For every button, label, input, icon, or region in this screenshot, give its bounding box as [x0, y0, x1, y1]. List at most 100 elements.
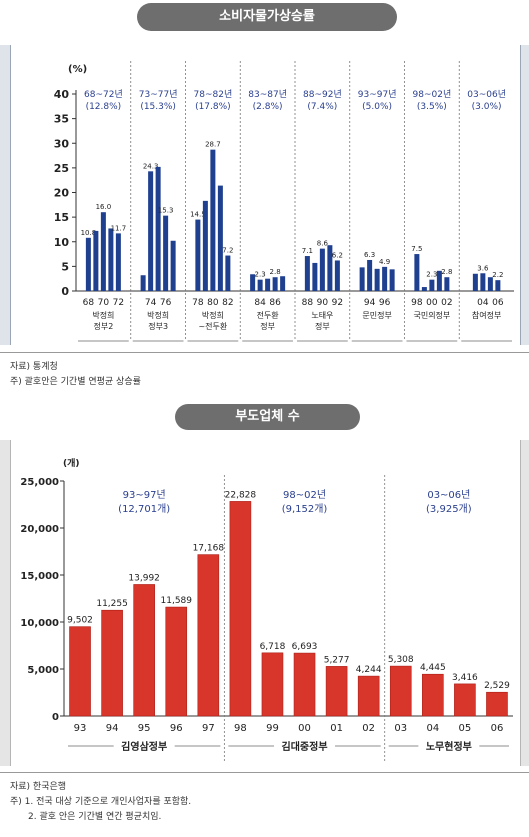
chart1-period-average: (12.8%)	[86, 102, 122, 112]
chart2-data-label: 4,445	[420, 663, 446, 673]
chart2-data-label: 6,693	[292, 642, 318, 652]
chart1-bar	[389, 269, 395, 291]
chart1-period-range: 83~87년	[248, 89, 287, 100]
chart2-xtick-label: 02	[362, 723, 375, 734]
chart1-data-label: 8.6	[317, 240, 329, 248]
chart1-data-label: 2.8	[441, 268, 452, 276]
chart2-period-average: (9,152개)	[282, 503, 328, 515]
chart2-data-label: 13,992	[128, 573, 160, 583]
chart1-note: 주) 괄호안은 기간별 연평균 상승률	[10, 377, 141, 387]
chart1-regime-label: 노태우	[311, 311, 333, 320]
chart1-bar	[163, 215, 169, 291]
chart1-bar	[225, 255, 231, 291]
chart1-data-label: 2.3	[255, 271, 266, 279]
chart2-ytick-label: 15,000	[20, 571, 59, 582]
chart1-period-range: 68~72년	[84, 89, 123, 100]
chart1-period-range: 78~82년	[194, 89, 233, 100]
chart1-notes-divider	[0, 352, 529, 353]
chart2-notes-divider	[0, 772, 529, 773]
chart2-regime-label: 노무현정부	[426, 740, 472, 753]
chart1-bar	[429, 279, 435, 291]
chart1-bar	[280, 276, 286, 291]
chart1-regime-label: 정부	[315, 321, 330, 331]
chart1-bar	[312, 262, 318, 291]
chart1-bar	[382, 266, 388, 291]
chart2-bar	[133, 584, 155, 717]
chart1-data-label: 7.2	[222, 247, 233, 255]
chart1-bar	[155, 166, 161, 291]
chart1-data-label: 7.1	[302, 247, 313, 255]
chart2-period-average: (12,701개)	[118, 503, 170, 515]
chart2-data-label: 5,277	[324, 655, 350, 665]
chart2-period-range: 03~06년	[427, 489, 470, 501]
chart2-regime-label: 김영삼정부	[121, 740, 167, 753]
chart1-data-label: 6.3	[364, 251, 375, 259]
chart1-bar	[436, 270, 442, 291]
chart1-ytick-label: 10	[54, 236, 70, 249]
chart1-bar	[265, 278, 271, 291]
chart1-panel: (%) 0 5 10 15 20 25 30 35 40 68~72년 (12.8%) 10.8 16.0…	[0, 45, 529, 345]
chart1-regime-label: 정부	[260, 321, 275, 331]
chart2-data-label: 4,244	[356, 665, 382, 675]
chart1-data-label: 11.7	[111, 224, 127, 232]
chart2-data-label: 9,502	[67, 616, 93, 626]
chart2-ytick-label: 0	[52, 712, 59, 723]
chart2-xtick-label: 03	[394, 723, 407, 734]
chart1-period-average: (7.4%)	[307, 102, 337, 112]
chart1-xtick-label: 72	[113, 298, 124, 308]
chart1-data-label: 4.9	[379, 258, 390, 266]
chart1-xtick-label: 92	[332, 298, 343, 308]
chart2-bar	[422, 673, 444, 717]
chart2-data-label: 11,589	[161, 596, 193, 606]
chart1-xtick-label: 04	[477, 298, 489, 308]
chart2-bar	[69, 626, 91, 717]
chart1-data-label: 10.8	[81, 229, 97, 237]
chart1-xtick-label: 94	[364, 298, 376, 308]
chart2-xtick-label: 01	[330, 723, 343, 734]
chart1-ytick-label: 40	[54, 88, 70, 101]
chart1-bar	[93, 230, 99, 291]
chart2-xtick-label: 93	[74, 723, 87, 734]
chart1-ytick-label: 0	[61, 285, 69, 298]
chart1-data-label: 3.6	[477, 264, 489, 272]
chart1-regime-label: 문민정부	[362, 310, 391, 320]
chart1-bar	[480, 273, 486, 291]
chart1-ytick-label: 15	[54, 211, 69, 224]
chart2-regime-label: 김대중정부	[282, 740, 328, 753]
chart1-period-average: (3.5%)	[417, 102, 447, 112]
chart2-data-label: 22,828	[225, 490, 257, 500]
chart2-bar	[261, 652, 284, 717]
chart1-bar	[85, 237, 91, 291]
chart2-source: 자료) 한국은행	[10, 782, 67, 792]
chart1-xtick-label: 90	[317, 298, 329, 308]
chart1-bar	[272, 277, 278, 291]
chart1-regime-label: ~전두환	[198, 321, 227, 331]
chart1-ytick-label: 5	[61, 260, 69, 273]
chart2-data-label: 2,529	[484, 681, 510, 691]
chart2-xtick-label: 95	[138, 723, 151, 734]
chart1-bar	[495, 280, 501, 291]
chart1-regime-label: 정부3	[148, 321, 168, 331]
chart1-bar	[327, 245, 333, 291]
chart2-xtick-label: 98	[234, 723, 247, 734]
chart2-bar	[357, 675, 380, 717]
chart1-data-label: 7.5	[411, 245, 422, 253]
chart2-svg: (개) 0 5,000 10,000 15,000 20,000 25,000 9,502 93…	[20, 457, 513, 762]
chart2-panel: (개) 0 5,000 10,000 15,000 20,000 25,000 9,502 93…	[0, 440, 529, 766]
chart1-period-average: (2.8%)	[253, 102, 283, 112]
chart1-ytick-label: 30	[54, 137, 70, 150]
chart1-unit-label: (%)	[68, 64, 87, 75]
chart2-bar	[293, 652, 316, 717]
chart1-regime-label: 정부2	[93, 321, 113, 331]
chart1-xtick-label: 96	[379, 298, 391, 308]
chart1-bar	[140, 275, 146, 291]
chart2-bar	[197, 554, 220, 717]
chart1-data-label: 24.3	[143, 162, 159, 170]
chart2-regime-bg	[274, 739, 336, 753]
chart2-period-average: (3,925개)	[426, 503, 472, 515]
chart2-notes: 자료) 한국은행 주) 1. 전국 대상 기준으로 개인사업자를 포함함. 2.…	[10, 780, 191, 825]
chart1-period-average: (3.0%)	[472, 102, 502, 112]
chart1-regime-label: 박정희	[147, 310, 169, 320]
chart1-xtick-label: 06	[492, 298, 504, 308]
chart1-regime-label: 박정희	[92, 310, 114, 320]
